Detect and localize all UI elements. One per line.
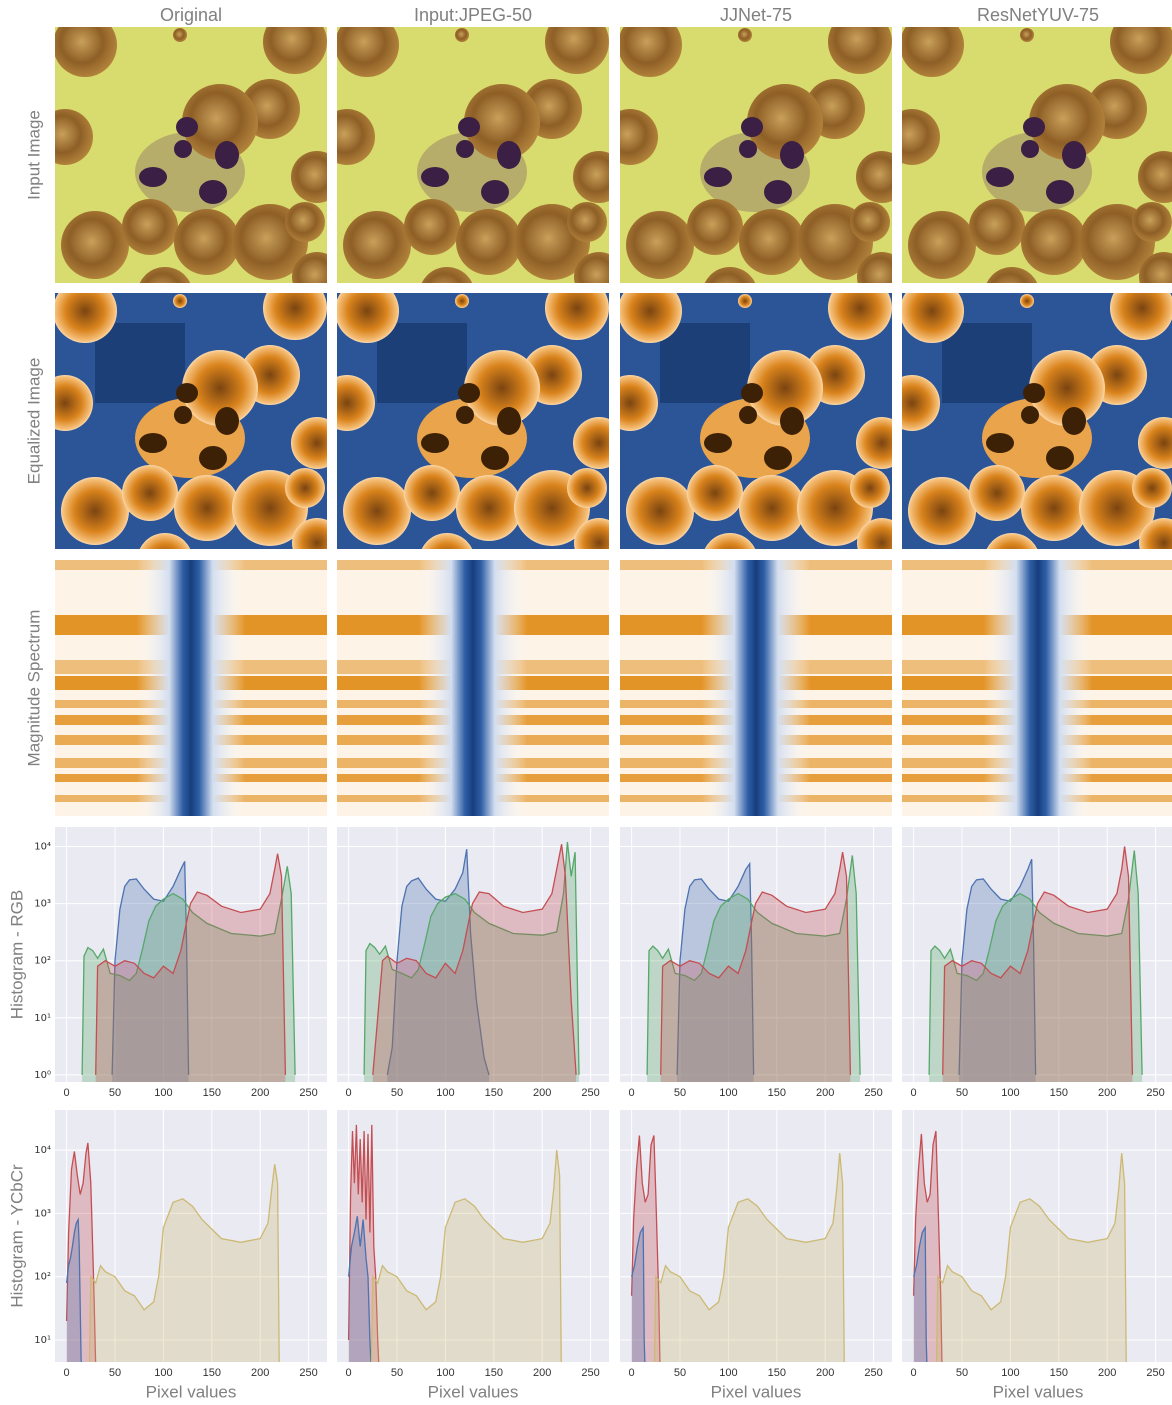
column-title: JJNet-75 xyxy=(720,5,792,25)
x-tick-label: 0 xyxy=(629,1367,635,1379)
row-label: Equalized Image xyxy=(24,358,43,485)
x-tick-label: 150 xyxy=(1050,1367,1068,1379)
x-tick-label: 250 xyxy=(864,1367,882,1379)
x-tick-label: 50 xyxy=(109,1087,121,1099)
y-tick-label: 10¹ xyxy=(34,1335,51,1346)
x-tick-label: 100 xyxy=(719,1087,737,1099)
x-tick-label: 100 xyxy=(436,1367,454,1379)
x-tick-label: 150 xyxy=(485,1087,503,1099)
x-tick-label: 0 xyxy=(346,1087,352,1099)
y-axis-label: Histogram - YCbCr xyxy=(7,1164,26,1308)
y-tick-label: 10³ xyxy=(34,1208,51,1219)
y-tick-label: 10³ xyxy=(34,899,51,910)
x-tick-label: 150 xyxy=(203,1087,221,1099)
x-axis-label: Pixel values xyxy=(428,1382,519,1401)
x-tick-label: 250 xyxy=(581,1087,599,1099)
x-tick-label: 50 xyxy=(956,1087,968,1099)
image xyxy=(602,10,908,323)
x-tick-label: 150 xyxy=(485,1367,503,1379)
image xyxy=(884,276,1172,589)
image xyxy=(55,560,327,816)
x-tick-label: 250 xyxy=(1146,1087,1164,1099)
x-tick-label: 50 xyxy=(391,1367,403,1379)
image xyxy=(884,10,1172,323)
image xyxy=(337,560,609,816)
column-title: ResNetYUV-75 xyxy=(977,5,1099,25)
x-tick-label: 50 xyxy=(956,1367,968,1379)
x-tick-label: 150 xyxy=(768,1367,786,1379)
image xyxy=(620,560,892,816)
x-tick-label: 200 xyxy=(1098,1367,1116,1379)
x-tick-label: 200 xyxy=(1098,1087,1116,1099)
image xyxy=(602,276,908,589)
y-tick-label: 10⁰ xyxy=(34,1070,51,1081)
row-label: Input Image xyxy=(24,110,43,200)
x-tick-label: 0 xyxy=(629,1087,635,1099)
x-tick-label: 250 xyxy=(581,1367,599,1379)
x-tick-label: 250 xyxy=(299,1367,317,1379)
y-tick-label: 10⁴ xyxy=(34,1145,51,1156)
column-title: Input:JPEG-50 xyxy=(414,5,532,25)
y-tick-label: 10⁴ xyxy=(34,842,51,853)
y-tick-label: 10² xyxy=(34,1272,51,1283)
image xyxy=(37,276,343,589)
figure: Original Input:JPEG-50 JJNet-75 ResNetYUV-7… xyxy=(0,0,1172,1405)
x-tick-label: 250 xyxy=(1146,1367,1164,1379)
x-tick-label: 100 xyxy=(154,1087,172,1099)
y-tick-label: 10² xyxy=(34,956,51,967)
x-axis-label: Pixel values xyxy=(993,1382,1084,1401)
x-tick-label: 250 xyxy=(864,1087,882,1099)
x-tick-label: 100 xyxy=(1001,1087,1019,1099)
x-tick-label: 0 xyxy=(911,1367,917,1379)
x-tick-label: 200 xyxy=(816,1087,834,1099)
x-tick-label: 200 xyxy=(533,1087,551,1099)
x-tick-label: 100 xyxy=(154,1367,172,1379)
x-axis-label: Pixel values xyxy=(711,1382,802,1401)
x-tick-label: 200 xyxy=(816,1367,834,1379)
x-tick-label: 0 xyxy=(64,1367,70,1379)
x-tick-label: 250 xyxy=(299,1087,317,1099)
x-tick-label: 0 xyxy=(64,1087,70,1099)
x-tick-label: 50 xyxy=(109,1367,121,1379)
x-tick-label: 200 xyxy=(533,1367,551,1379)
y-tick-label: 10¹ xyxy=(34,1013,51,1024)
x-tick-label: 50 xyxy=(674,1087,686,1099)
x-tick-label: 200 xyxy=(251,1367,269,1379)
x-tick-label: 150 xyxy=(203,1367,221,1379)
x-tick-label: 0 xyxy=(911,1087,917,1099)
image xyxy=(319,276,625,589)
x-tick-label: 150 xyxy=(1050,1087,1068,1099)
page: Original Input:JPEG-50 JJNet-75 ResNetYUV-7… xyxy=(0,0,1172,1405)
x-tick-label: 100 xyxy=(719,1367,737,1379)
x-axis-label: Pixel values xyxy=(146,1382,237,1401)
x-tick-label: 50 xyxy=(674,1367,686,1379)
x-tick-label: 50 xyxy=(391,1087,403,1099)
row-label: Magnitude Spectrum xyxy=(24,610,43,767)
x-tick-label: 100 xyxy=(1001,1367,1019,1379)
column-title: Original xyxy=(160,5,222,25)
image xyxy=(902,560,1172,816)
image xyxy=(37,10,343,323)
y-axis-label: Histogram - RGB xyxy=(7,890,26,1019)
x-tick-label: 200 xyxy=(251,1087,269,1099)
x-tick-label: 0 xyxy=(346,1367,352,1379)
image xyxy=(319,10,625,323)
x-tick-label: 100 xyxy=(436,1087,454,1099)
x-tick-label: 150 xyxy=(768,1087,786,1099)
